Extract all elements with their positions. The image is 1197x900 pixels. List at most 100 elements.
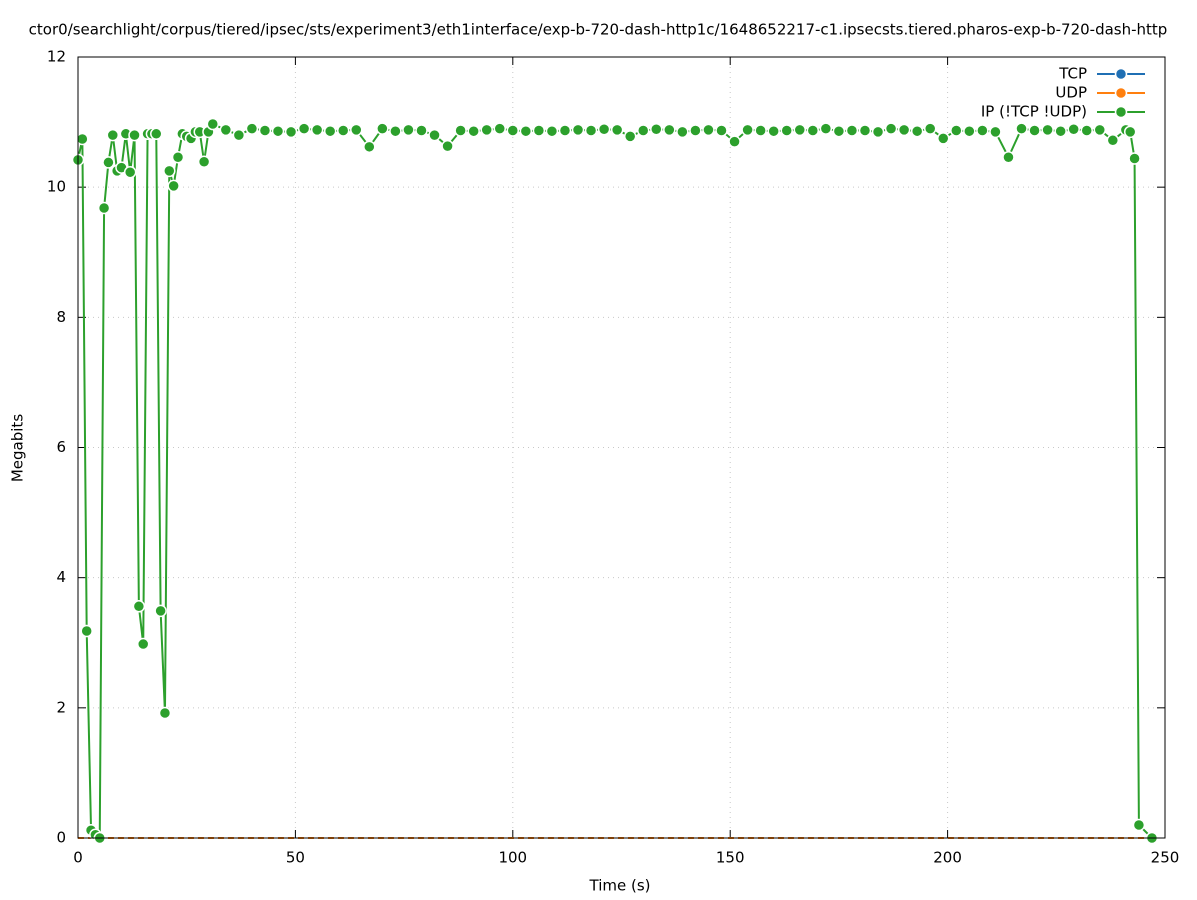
data-point — [167, 179, 180, 193]
data-point — [454, 124, 467, 137]
data-point — [150, 127, 163, 141]
data-point — [923, 122, 937, 135]
data-point — [1028, 124, 1041, 137]
grid — [77, 56, 1166, 839]
y-tick-label: 6 — [56, 438, 66, 456]
y-axis-label: Megabits — [9, 414, 27, 482]
data-point — [232, 128, 246, 142]
data-point — [1054, 124, 1067, 138]
data-point — [206, 117, 220, 131]
x-axis-label: Time (s) — [589, 877, 651, 895]
axes-frame — [77, 56, 1166, 839]
data-point — [1106, 134, 1120, 147]
data-point — [897, 123, 911, 137]
data-point — [97, 201, 111, 215]
data-point — [163, 164, 176, 178]
data-point — [871, 125, 885, 139]
data-point — [571, 123, 585, 137]
data-point — [989, 125, 1002, 139]
data-point — [402, 123, 415, 137]
data-point — [832, 124, 846, 138]
data-point — [428, 128, 441, 142]
data-point — [441, 139, 454, 153]
data-point — [376, 122, 389, 135]
data-point — [1002, 150, 1015, 164]
y-tick-label: 10 — [47, 178, 66, 196]
data-point — [610, 123, 624, 137]
data-point — [128, 128, 141, 142]
data-point — [754, 124, 767, 137]
data-point — [636, 124, 650, 137]
legend-marker — [1114, 86, 1128, 100]
data-point — [715, 124, 728, 137]
data-point — [258, 124, 272, 137]
data-point — [545, 124, 559, 138]
data-point — [123, 165, 137, 179]
data-point — [297, 122, 311, 135]
y-tick-label: 0 — [56, 829, 66, 847]
data-point — [323, 124, 337, 138]
data-point — [910, 124, 924, 138]
data-point — [415, 124, 428, 137]
y-tick-label: 2 — [56, 698, 66, 716]
data-point — [950, 124, 963, 137]
data-point — [1080, 124, 1093, 137]
data-point — [519, 124, 533, 138]
data-point — [310, 123, 324, 137]
data-point — [858, 124, 872, 137]
data-point — [219, 123, 233, 137]
data-point — [702, 123, 715, 137]
y-tick-label: 4 — [56, 568, 66, 586]
data-point — [1041, 123, 1054, 137]
y-tick-label: 8 — [56, 308, 66, 326]
data-point — [884, 122, 898, 135]
data-point — [80, 624, 93, 638]
y-tick-label: 12 — [47, 48, 66, 66]
data-point — [623, 130, 637, 143]
x-tick-label: 250 — [1151, 849, 1180, 867]
data-point — [963, 124, 976, 138]
data-point — [806, 124, 820, 137]
data-point — [1093, 123, 1107, 137]
data-point — [767, 124, 780, 138]
data-point — [663, 123, 676, 137]
data-point — [106, 128, 120, 142]
x-tick-label: 0 — [73, 849, 83, 867]
data-point — [132, 600, 146, 613]
data-point — [976, 124, 989, 137]
data-point — [741, 123, 754, 137]
data-point — [245, 122, 259, 135]
data-point — [336, 124, 350, 137]
legend-marker — [1114, 105, 1128, 119]
x-tick-label: 50 — [286, 849, 305, 867]
data-point — [728, 135, 741, 148]
data-point — [467, 124, 480, 138]
data-point — [780, 124, 793, 137]
legend-label: IP (!TCP !UDP) — [981, 103, 1087, 121]
data-point — [676, 125, 689, 139]
data-point — [597, 122, 611, 136]
data-point — [793, 123, 807, 137]
data-point — [1123, 125, 1137, 139]
data-point — [171, 150, 185, 164]
data-point — [1015, 122, 1028, 135]
legend-marker — [1114, 67, 1128, 81]
data-point — [76, 132, 89, 146]
data-point — [584, 124, 598, 137]
data-point — [937, 132, 950, 145]
data-point — [102, 156, 115, 169]
data-point — [506, 124, 520, 137]
data-point — [650, 122, 663, 136]
data-point — [363, 140, 376, 154]
data-point — [819, 122, 833, 135]
legend-label: UDP — [1055, 84, 1087, 102]
data-point — [493, 122, 507, 135]
data-point — [271, 124, 285, 138]
data-point — [1132, 818, 1146, 832]
data-point — [845, 124, 859, 137]
x-tick-label: 200 — [933, 849, 962, 867]
data-point — [689, 124, 702, 137]
